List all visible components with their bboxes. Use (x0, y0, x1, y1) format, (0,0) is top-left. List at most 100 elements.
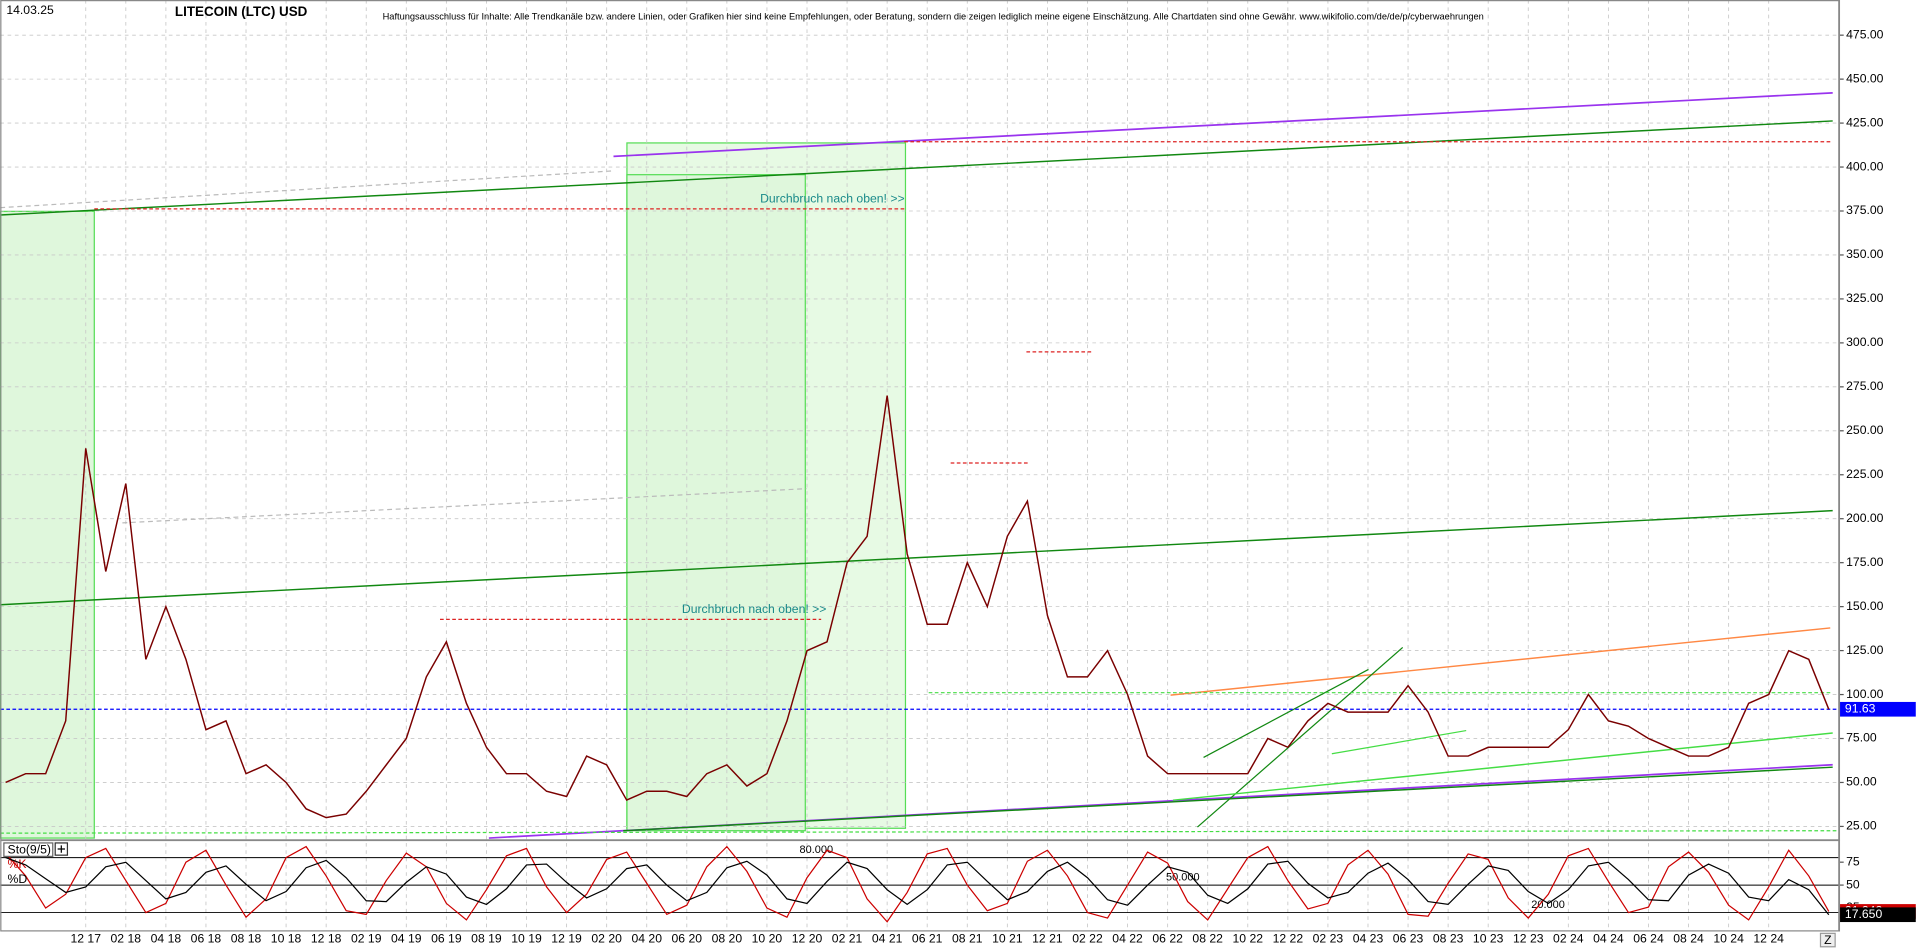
x-tick-label: 04 19 (391, 932, 422, 946)
y-tick-label: 375.00 (1846, 203, 1884, 217)
current-value-label: 17.650 (1845, 907, 1883, 921)
chart-title: LITECOIN (LTC) USD (175, 4, 308, 19)
y-tick-label: 75 (1846, 854, 1860, 868)
x-tick-label: 06 21 (912, 932, 943, 946)
x-tick-label: 10 20 (752, 932, 783, 946)
x-tick-label: 08 23 (1433, 932, 1464, 946)
trend-line (1197, 647, 1404, 828)
y-tick-label: 225.00 (1846, 467, 1884, 481)
x-tick-label: 06 23 (1393, 932, 1424, 946)
x-tick-label: 12 23 (1513, 932, 1544, 946)
x-tick-label: 06 19 (431, 932, 462, 946)
trend-line (1331, 729, 1467, 755)
x-tick-label: 02 22 (1072, 932, 1103, 946)
x-tick-label: 08 20 (712, 932, 743, 946)
x-tick-label: 10 21 (992, 932, 1023, 946)
zoom-button[interactable] (1819, 932, 1836, 948)
level-label: 50.000 (1166, 872, 1200, 884)
sto-line (5, 857, 1830, 916)
trend-line (1172, 732, 1833, 801)
y-tick-label: 350.00 (1846, 247, 1884, 261)
x-tick-label: 02 24 (1553, 932, 1584, 946)
trend-lines (0, 91, 1839, 839)
x-tick-label: 08 21 (952, 932, 983, 946)
x-tick-label: 12 19 (551, 932, 582, 946)
y-tick-label: 75.00 (1846, 731, 1877, 745)
x-tick-label: 12 21 (1032, 932, 1063, 946)
y-tick-label: 450.00 (1846, 71, 1884, 85)
x-tick-label: 04 18 (151, 932, 182, 946)
level-label: 20.000 (1531, 899, 1565, 911)
x-tick-label: 08 24 (1673, 932, 1704, 946)
x-tick-label: 04 24 (1593, 932, 1624, 946)
annotation: Durchbruch nach oben! >> (760, 191, 905, 205)
trend-line (122, 488, 807, 524)
disclaimer: Haftungsausschluss für Inhalte: Alle Tre… (383, 12, 1484, 22)
y-tick-label: 400.00 (1846, 159, 1884, 173)
x-tick-label: 02 23 (1313, 932, 1344, 946)
y-tick-label: 50 (1846, 877, 1860, 891)
x-tick-label: 12 20 (792, 932, 823, 946)
x-tick-label: 06 22 (1152, 932, 1183, 946)
x-tick-label: 12 22 (1273, 932, 1304, 946)
zone (626, 174, 806, 832)
trend-line (1203, 668, 1369, 758)
y-tick-label: 475.00 (1846, 27, 1884, 41)
current-price-label: 91.63 (1845, 701, 1876, 715)
current-price-box (1840, 701, 1916, 717)
y-tick-label: 300.00 (1846, 335, 1884, 349)
y-tick-label: 125.00 (1846, 643, 1884, 657)
x-tick-label: 12 24 (1753, 932, 1784, 946)
x-tick-label: 10 24 (1713, 932, 1744, 946)
zoom-label: Z (1824, 933, 1832, 947)
zone (0, 210, 95, 839)
y-tick-label: 25.00 (1846, 819, 1877, 833)
y-tick-label: 425.00 (1846, 115, 1884, 129)
level-label: 80.000 (799, 844, 833, 856)
y-tick-label: 275.00 (1846, 379, 1884, 393)
x-tick-label: 06 20 (672, 932, 703, 946)
legend-label: %D (8, 872, 28, 886)
x-tick-label: 08 19 (471, 932, 502, 946)
trend-line (0, 509, 1833, 606)
marks: 91.63 Durchbruch nach oben! >> Durchbruch … (0, 191, 1916, 923)
x-tick-label: 10 18 (271, 932, 302, 946)
y-tick-label: 200.00 (1846, 511, 1884, 525)
x-tick-label: 04 23 (1353, 932, 1384, 946)
y-tick-label: 150.00 (1846, 599, 1884, 613)
y-tick-label: 175.00 (1846, 555, 1884, 569)
x-tick-label: 10 19 (511, 932, 542, 946)
x-tick-label: 08 18 (231, 932, 262, 946)
x-tick-label: 12 18 (311, 932, 342, 946)
annotation: Durchbruch nach oben! >> (682, 602, 827, 616)
y-tick-label: 250.00 (1846, 423, 1884, 437)
indicator-box[interactable] (3, 842, 54, 857)
x-tick-label: 10 23 (1473, 932, 1504, 946)
y-tick-label: 50.00 (1846, 775, 1877, 789)
x-tick-label: 02 20 (591, 932, 622, 946)
x-tick-label: 06 24 (1633, 932, 1664, 946)
y-tick-label: 325.00 (1846, 291, 1884, 305)
trend-line (0, 120, 1833, 216)
x-tick-label: 04 20 (631, 932, 662, 946)
date: 14.03.25 (6, 3, 54, 17)
indicator-title: Sto(9/5) (8, 842, 51, 856)
current-value-box (1840, 907, 1916, 923)
x-tick-label: 02 18 (111, 932, 142, 946)
x-tick-label: 04 21 (872, 932, 903, 946)
trend-line (623, 766, 1833, 832)
x-tick-label: 10 22 (1233, 932, 1264, 946)
x-tick-label: 02 21 (832, 932, 863, 946)
trend-line (613, 91, 1833, 158)
plus-icon (57, 845, 65, 853)
support (0, 830, 1839, 834)
x-tick-label: 08 22 (1192, 932, 1223, 946)
x-tick-label: 12 17 (70, 932, 101, 946)
x-tick-label: 02 19 (351, 932, 382, 946)
trend-line (1170, 627, 1831, 696)
x-tick-label: 04 22 (1112, 932, 1143, 946)
price-line (5, 395, 1830, 819)
